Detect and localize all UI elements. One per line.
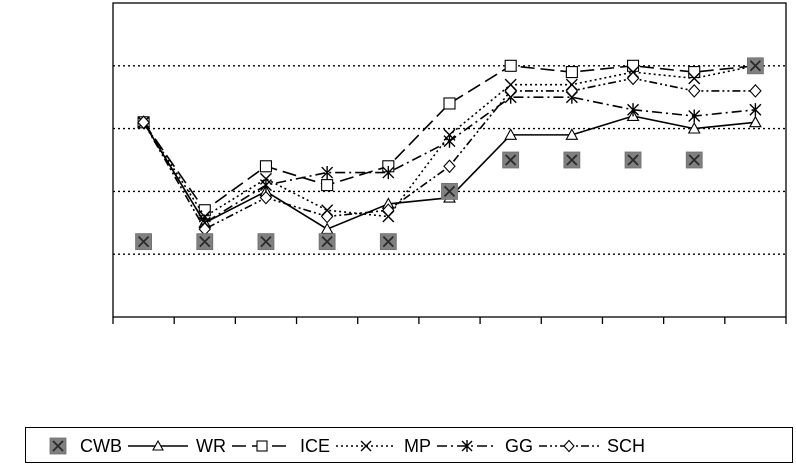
data-point-ice bbox=[565, 66, 578, 79]
data-point-gg bbox=[749, 103, 762, 117]
line-chart bbox=[112, 2, 787, 324]
legend-item-mp: MP bbox=[336, 436, 431, 456]
data-point-ice bbox=[259, 160, 273, 173]
data-point-cwb-cross bbox=[627, 154, 639, 166]
data-point-wr bbox=[687, 121, 701, 134]
legend-item-ice: ICE bbox=[232, 436, 330, 456]
legend-marker-wr bbox=[152, 439, 164, 451]
legend: CWB WR ICE MP GG SCH bbox=[25, 427, 793, 463]
data-point-sch bbox=[687, 84, 701, 98]
legend-label-cwb: CWB bbox=[80, 436, 122, 456]
data-point-ice bbox=[504, 59, 517, 72]
data-point-cwb-cross bbox=[566, 154, 578, 166]
data-point-wr bbox=[320, 222, 334, 235]
legend-item-cwb: CWB bbox=[49, 436, 122, 456]
data-point-gg bbox=[382, 165, 395, 180]
data-point-gg bbox=[627, 103, 640, 117]
data-point-sch bbox=[382, 203, 395, 218]
data-point-gg bbox=[321, 165, 334, 180]
legend-item-sch: SCH bbox=[539, 436, 645, 456]
legend-marker-cwb-cross bbox=[52, 440, 64, 452]
data-point-cwb-cross bbox=[505, 154, 517, 166]
data-point-ice bbox=[443, 97, 456, 110]
legend-label-gg: GG bbox=[505, 436, 533, 456]
series-sch bbox=[137, 71, 762, 236]
plot-frame bbox=[112, 2, 787, 318]
data-point-wr bbox=[504, 128, 518, 140]
data-point-cwb-cross bbox=[382, 236, 394, 248]
legend-marker-sch bbox=[563, 439, 575, 453]
data-point-sch bbox=[443, 159, 456, 174]
series-layer bbox=[135, 57, 764, 251]
data-point-mp bbox=[688, 72, 701, 85]
data-point-cwb-cross bbox=[137, 236, 150, 248]
legend-label-mp: MP bbox=[404, 436, 431, 456]
data-point-sch bbox=[626, 71, 640, 86]
data-point-sch bbox=[137, 115, 150, 130]
data-point-cwb-cross bbox=[443, 185, 456, 198]
data-point-sch bbox=[565, 84, 579, 98]
legend-marker-mp bbox=[360, 440, 372, 452]
data-point-wr bbox=[565, 128, 579, 140]
data-point-sch bbox=[259, 190, 273, 205]
data-point-cwb-cross bbox=[199, 236, 211, 248]
data-point-ice bbox=[688, 66, 701, 79]
data-point-gg bbox=[443, 134, 456, 148]
data-point-gg bbox=[259, 178, 272, 192]
data-point-ice bbox=[321, 179, 334, 192]
data-point-cwb-cross bbox=[260, 236, 272, 248]
data-point-sch bbox=[320, 209, 334, 224]
series-line-sch bbox=[142, 77, 756, 231]
data-point-gg bbox=[688, 109, 701, 123]
data-point-wr bbox=[748, 115, 762, 128]
series-cwb bbox=[135, 57, 764, 251]
data-point-sch bbox=[504, 84, 517, 98]
data-point-cwb-cross bbox=[749, 60, 762, 72]
legend-label-wr: WR bbox=[196, 436, 226, 456]
legend-label-sch: SCH bbox=[607, 436, 645, 456]
data-point-ice bbox=[626, 59, 640, 72]
legend-item-gg: GG bbox=[437, 436, 533, 456]
data-point-cwb-cross bbox=[688, 154, 700, 166]
data-point-cwb-cross bbox=[321, 236, 333, 248]
legend-label-ice: ICE bbox=[300, 436, 330, 456]
axes bbox=[112, 2, 787, 324]
data-point-sch bbox=[749, 84, 762, 98]
series-line-ice bbox=[142, 64, 756, 212]
legend-svg: CWB WR ICE MP GG SCH bbox=[49, 436, 645, 456]
legend-marker-gg bbox=[461, 440, 473, 452]
legend-item-wr: WR bbox=[128, 436, 226, 456]
legend-marker-ice bbox=[256, 440, 268, 452]
chart-svg bbox=[112, 2, 787, 324]
